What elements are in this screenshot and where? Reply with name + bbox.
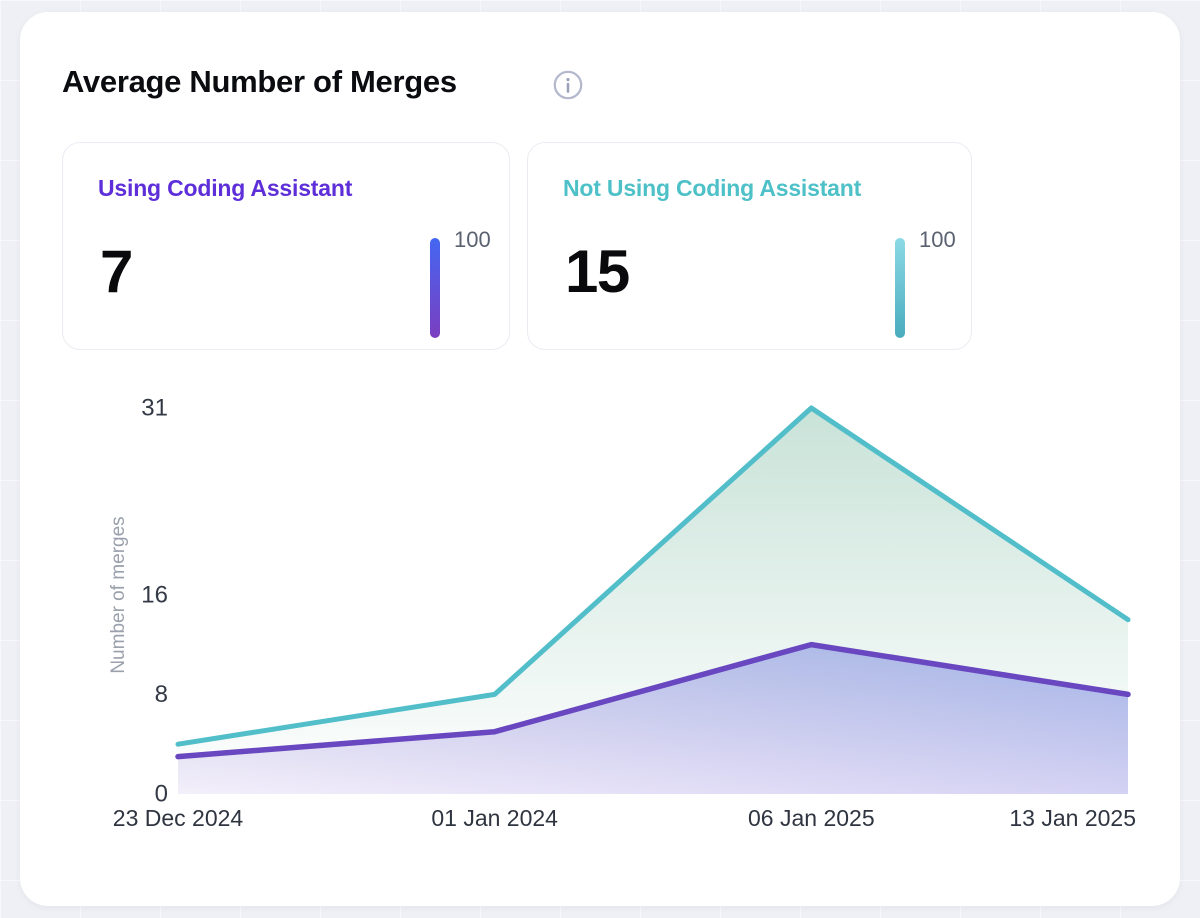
y-tick-label: 8 [155,681,168,708]
x-axis-ticks: 23 Dec 2024 01 Jan 2024 06 Jan 2025 13 Jan … [113,805,1136,831]
line-using [175,641,1131,760]
info-icon[interactable] [553,70,583,100]
stat-label: Not Using Coding Assistant [563,175,862,201]
chart-card: Average Number of Merges Using Coding As… [20,12,1180,906]
line-not-using [175,405,1131,747]
y-tick-label: 16 [141,581,168,608]
stat-label: Using Coding Assistant [98,175,353,201]
area-using [178,644,1128,794]
y-tick-label: 0 [155,781,168,808]
y-axis-ticks: 0 8 16 31 [141,395,168,808]
gauge-bar [895,238,905,338]
stat-card-not-using-coding-assistant: Not Using Coding Assistant 15 100 [527,142,972,350]
stat-value: 7 [100,238,133,305]
merges-area-chart[interactable]: 0 8 16 31 23 Dec 2024 01 Jan 2024 06 Jan 2025… [20,12,1180,906]
gauge-bar [430,238,440,338]
page-title: Average Number of Merges [62,64,457,99]
y-axis-title: Number of merges [108,516,129,674]
x-tick-label: 13 Jan 2025 [1009,805,1136,831]
x-tick-label: 01 Jan 2024 [431,805,558,831]
stat-value: 15 [565,238,630,305]
x-tick-label: 06 Jan 2025 [748,805,875,831]
gauge-max-label: 100 [919,227,956,252]
stat-card-using-coding-assistant: Using Coding Assistant 7 100 [62,142,510,350]
gauge-max-label: 100 [454,227,491,252]
x-tick-label: 23 Dec 2024 [113,805,244,831]
y-tick-label: 31 [141,395,168,422]
